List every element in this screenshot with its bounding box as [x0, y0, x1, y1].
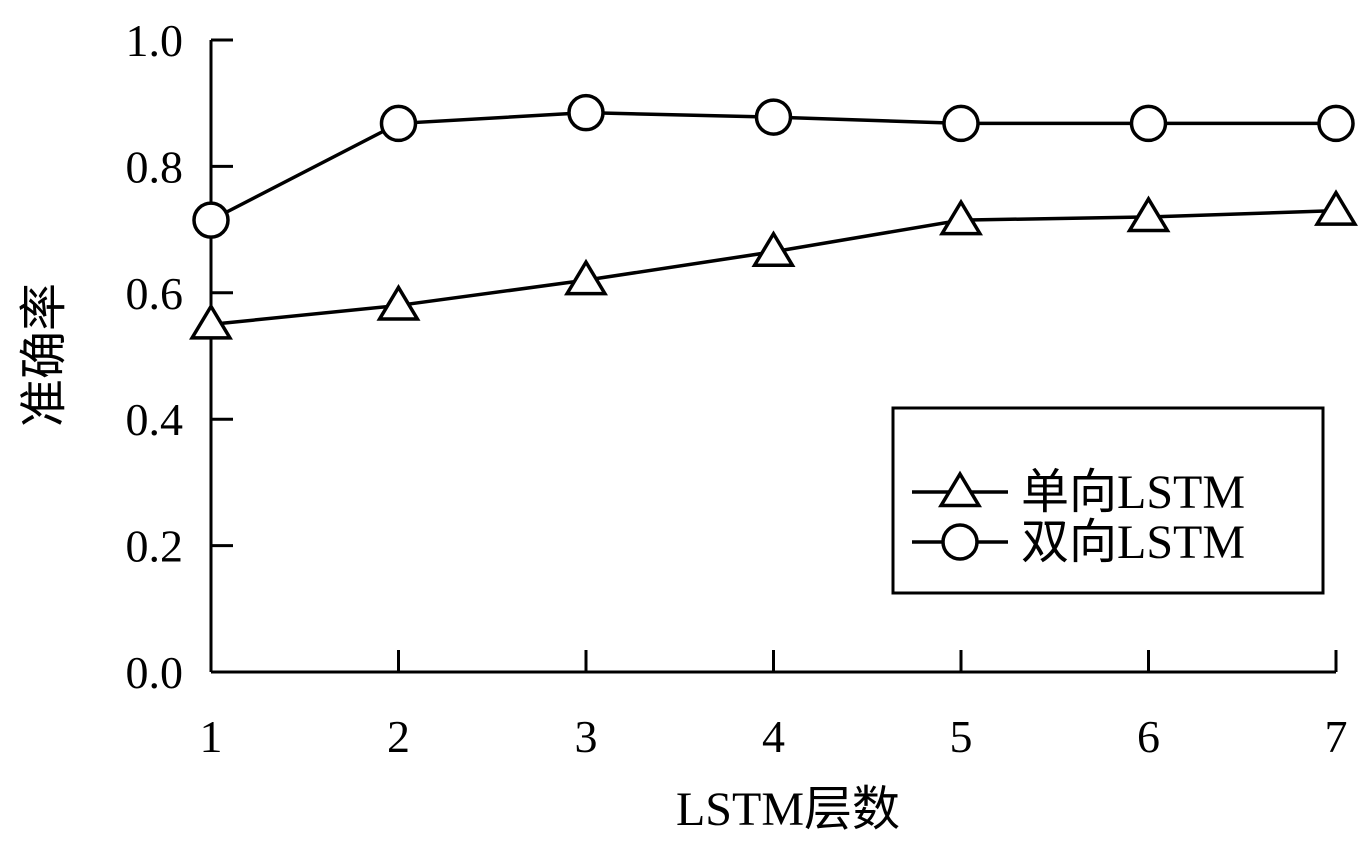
y-tick-label: 0.6: [126, 268, 184, 319]
y-tick-label: 0.0: [126, 647, 184, 698]
data-point: [376, 284, 421, 321]
data-point: [751, 230, 796, 267]
data-point: [1314, 189, 1358, 226]
series-layer: [189, 93, 1358, 340]
legend-marker: [941, 523, 979, 561]
legend-marker: [938, 470, 982, 508]
y-axis-title: 准确率: [18, 283, 71, 427]
data-point: [189, 302, 233, 340]
data-point: [567, 93, 605, 132]
axes: 0.0 0.2 0.4 0.6 0.8 1.0 1 2 3 4 5 6 7: [126, 15, 1348, 762]
data-point: [1129, 104, 1168, 143]
series-triangle: [189, 189, 1358, 340]
x-tick-label: 7: [1325, 711, 1348, 762]
x-tick-label: 2: [387, 711, 410, 762]
data-point: [1126, 195, 1171, 233]
data-point: [192, 201, 230, 239]
y-tick-label: 0.4: [126, 394, 184, 445]
series-circle: [192, 93, 1355, 239]
legend-label: 双向LSTM: [1021, 516, 1245, 569]
x-tick-label: 3: [575, 711, 598, 762]
data-point: [942, 104, 980, 143]
y-tick-label: 1.0: [126, 15, 184, 66]
y-tick-label: 0.8: [126, 141, 184, 192]
x-tick-label: 4: [762, 711, 785, 762]
x-tick-label: 6: [1137, 711, 1160, 762]
x-tick-label: 1: [200, 711, 223, 762]
legend-label: 单向LSTM: [1021, 466, 1245, 519]
data-point: [379, 104, 418, 143]
y-tick-label: 0.2: [126, 521, 184, 572]
data-point: [754, 98, 793, 136]
data-point: [1317, 104, 1355, 143]
x-axis-title: LSTM层数: [676, 783, 900, 836]
x-tick-label: 5: [950, 711, 973, 762]
data-point: [939, 198, 983, 236]
data-point: [564, 258, 608, 296]
